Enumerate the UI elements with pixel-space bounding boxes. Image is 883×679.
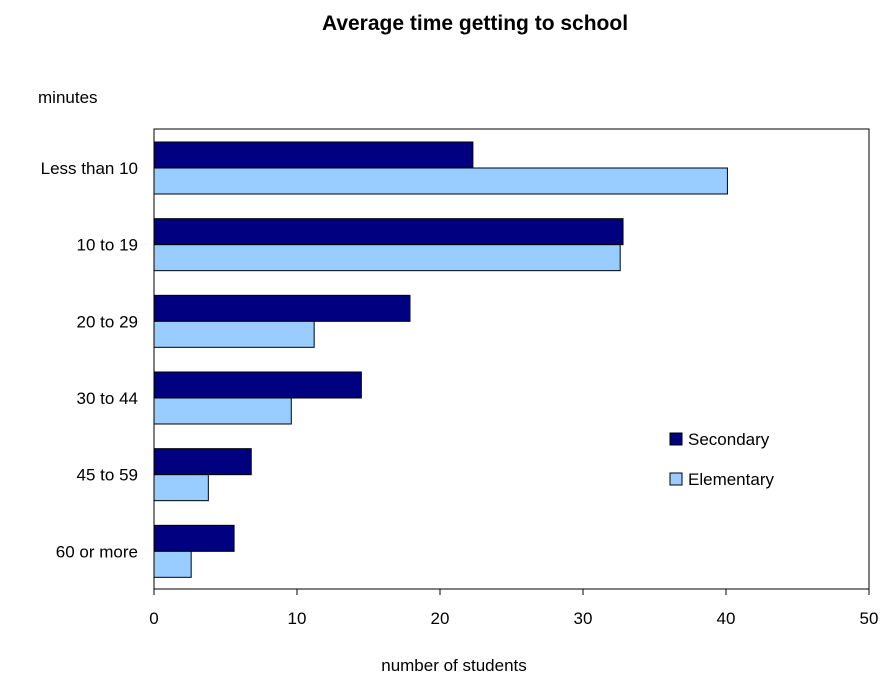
x-tick-label: 40 bbox=[717, 609, 736, 628]
category-label: 20 to 29 bbox=[77, 312, 138, 331]
category-label: 60 or more bbox=[56, 542, 138, 561]
bar-secondary-0 bbox=[153, 141, 474, 169]
legend-swatch-elementary bbox=[669, 472, 683, 486]
chart-title: Average time getting to school bbox=[322, 12, 628, 35]
bar-secondary-1 bbox=[153, 218, 624, 246]
bar-elementary-5 bbox=[153, 550, 192, 578]
bar-secondary-2 bbox=[153, 294, 411, 322]
bar-elementary-1 bbox=[153, 244, 621, 272]
category-labels-group: Less than 10 10 to 19 20 to 29 30 to 44 45 t… bbox=[41, 159, 138, 561]
legend-label-elementary: Elementary bbox=[688, 470, 774, 489]
plot-area bbox=[153, 128, 870, 590]
x-ticks-group: 0 10 20 30 40 50 bbox=[149, 589, 878, 628]
legend-swatch-secondary bbox=[669, 432, 683, 446]
bar-elementary-4 bbox=[153, 474, 209, 502]
category-label: 45 to 59 bbox=[77, 466, 138, 485]
x-tick-label: 50 bbox=[860, 609, 879, 628]
category-label: 10 to 19 bbox=[77, 236, 138, 255]
bar-secondary-3 bbox=[153, 371, 362, 399]
x-tick-label: 20 bbox=[431, 609, 450, 628]
y-axis-label: minutes bbox=[38, 88, 98, 107]
x-tick-label: 0 bbox=[149, 609, 158, 628]
legend: Secondary Elementary bbox=[669, 430, 774, 489]
x-tick-label: 30 bbox=[574, 609, 593, 628]
legend-label-secondary: Secondary bbox=[688, 430, 770, 449]
bar-elementary-3 bbox=[153, 397, 292, 425]
bar-secondary-4 bbox=[153, 448, 252, 476]
category-label: 30 to 44 bbox=[77, 389, 138, 408]
bar-secondary-5 bbox=[153, 524, 235, 552]
category-label: Less than 10 bbox=[41, 159, 138, 178]
bar-elementary-0 bbox=[153, 167, 728, 195]
x-axis-label: number of students bbox=[381, 656, 527, 675]
bars-group bbox=[153, 141, 728, 578]
x-tick-label: 10 bbox=[288, 609, 307, 628]
bar-elementary-2 bbox=[153, 320, 315, 348]
